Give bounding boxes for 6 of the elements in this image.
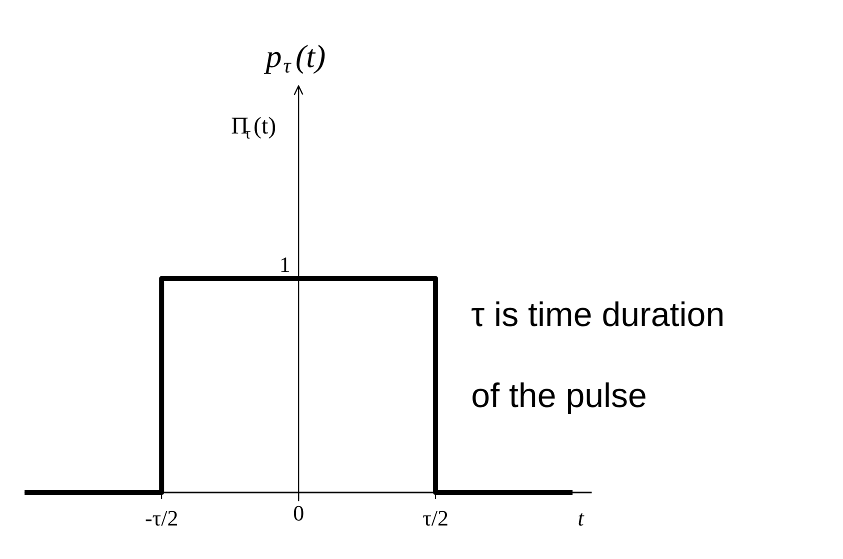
- text: τ is time duration of the pulse: [471, 296, 725, 416]
- x-tick-label: 0: [293, 500, 304, 526]
- x-tick-label: τ/2: [422, 505, 449, 530]
- x-tick-label: -τ/2: [144, 505, 178, 530]
- x-axis-title: t: [578, 505, 585, 530]
- annotation: 1: [279, 252, 290, 278]
